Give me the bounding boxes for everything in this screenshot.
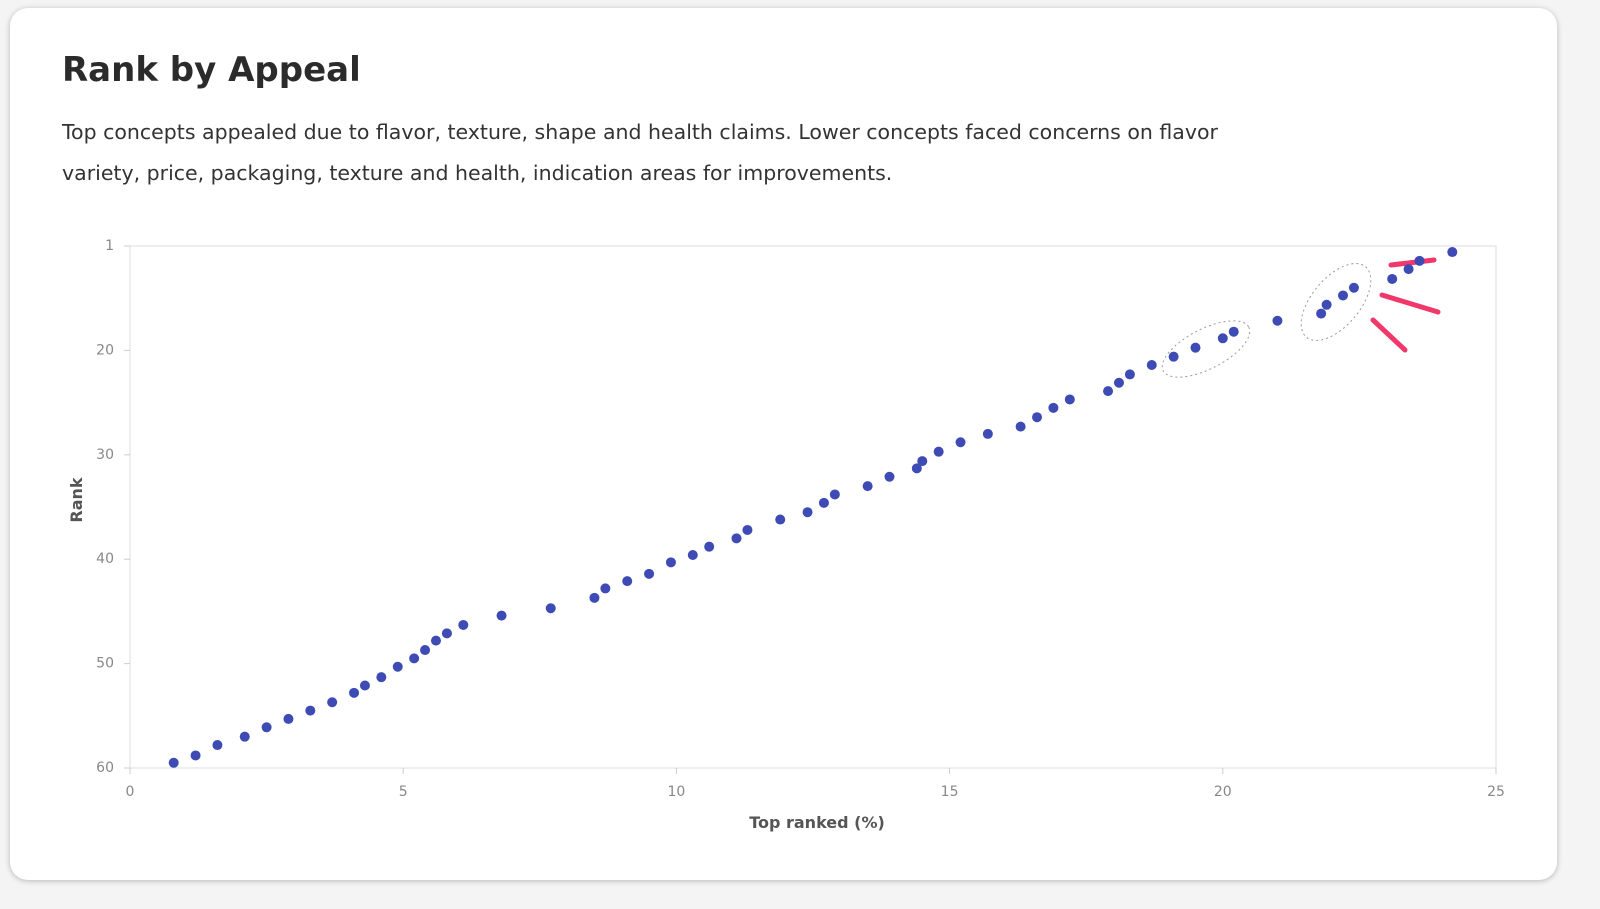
data-point: [917, 456, 928, 467]
data-point: [409, 653, 420, 664]
data-point: [327, 697, 338, 708]
x-tick-label: 5: [399, 784, 408, 800]
data-point: [862, 481, 873, 492]
y-axis-label: Rank: [67, 477, 86, 523]
pen-strokes: [1370, 257, 1441, 353]
data-point: [261, 722, 272, 733]
plot-frame: [129, 245, 1497, 769]
data-point: [687, 550, 698, 561]
data-point: [742, 524, 753, 535]
data-point: [589, 592, 600, 603]
data-point: [1113, 377, 1124, 388]
data-point: [1048, 402, 1059, 413]
data-point: [1032, 412, 1043, 423]
data-point: [1272, 315, 1283, 326]
x-tick-label: 25: [1487, 784, 1505, 800]
data-point: [545, 603, 556, 614]
chart-subtitle: Top concepts appealed due to flavor, tex…: [62, 120, 1218, 185]
highlight-ellipse: [1300, 263, 1372, 341]
data-point: [1015, 421, 1026, 432]
data-point: [1338, 290, 1349, 301]
data-point: [1190, 342, 1201, 353]
data-point: [283, 713, 294, 724]
data-point: [911, 463, 922, 474]
data-point: [731, 533, 742, 544]
data-point: [933, 446, 944, 457]
data-point: [1228, 326, 1239, 337]
pen-stroke: [1388, 257, 1437, 268]
data-point: [1403, 264, 1414, 275]
y-tick-label: 20: [96, 342, 114, 358]
y-tick-label: 60: [96, 760, 114, 776]
data-point: [1447, 247, 1458, 258]
data-point: [168, 757, 179, 768]
y-tick-label: 40: [96, 551, 114, 567]
data-point: [496, 610, 507, 621]
y-tick-label: 30: [96, 447, 114, 463]
data-point: [644, 568, 655, 579]
data-point: [1348, 282, 1359, 293]
data-point: [1316, 308, 1327, 319]
data-point: [704, 541, 715, 552]
data-point: [1217, 333, 1228, 344]
x-tick-label: 10: [667, 784, 685, 800]
pen-stroke: [1370, 317, 1408, 353]
x-tick-label: 20: [1214, 784, 1232, 800]
x-axis-label: Top ranked (%): [749, 813, 885, 832]
data-point: [1124, 369, 1135, 380]
data-point: [1103, 386, 1114, 397]
data-point: [349, 687, 360, 698]
highlight-ellipse: [1161, 320, 1251, 378]
data-point: [955, 437, 966, 448]
x-tick-label: 0: [126, 784, 135, 800]
data-point: [829, 489, 840, 500]
data-point: [376, 672, 387, 683]
data-point: [1387, 273, 1398, 284]
data-point: [190, 750, 201, 761]
data-point: [1168, 351, 1179, 362]
data-point: [430, 635, 441, 646]
data-point: [441, 628, 452, 639]
x-tick-label: 15: [941, 784, 959, 800]
data-point: [982, 428, 993, 439]
y-tick-label: 1: [105, 238, 114, 254]
data-point: [775, 514, 786, 525]
data-point: [458, 619, 469, 630]
card: [10, 8, 1557, 880]
data-point: [239, 731, 250, 742]
pen-stroke: [1379, 292, 1441, 315]
data-point: [1146, 360, 1157, 371]
data-point: [600, 583, 611, 594]
data-point: [818, 497, 829, 508]
data-point: [1321, 299, 1332, 310]
y-tick-label: 50: [96, 656, 114, 672]
data-point: [1064, 394, 1075, 405]
data-point: [884, 471, 895, 482]
data-point: [1414, 255, 1425, 266]
data-point: [802, 507, 813, 518]
data-point: [665, 557, 676, 568]
data-point: [305, 705, 316, 716]
data-point: [420, 645, 431, 656]
chart-title: Rank by Appeal: [62, 50, 361, 90]
data-point: [212, 740, 223, 751]
data-point: [359, 680, 370, 691]
data-point: [392, 661, 403, 672]
data-point: [622, 576, 633, 587]
